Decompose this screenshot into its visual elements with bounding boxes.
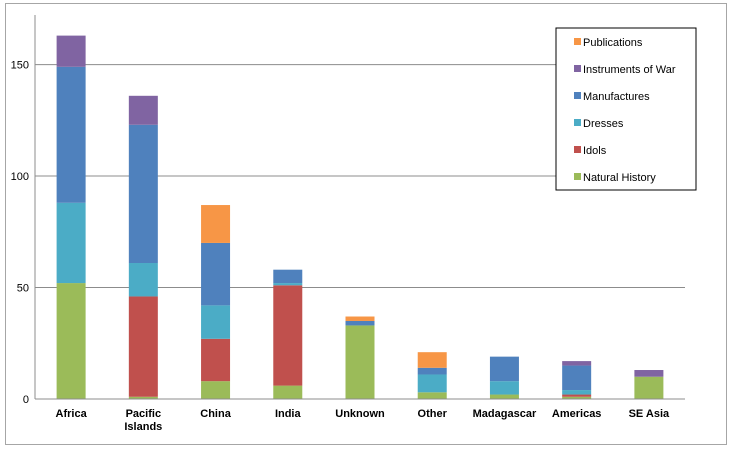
x-tick-label-line: Africa xyxy=(56,408,88,420)
bar-segment xyxy=(128,396,158,399)
x-tick-label-line: India xyxy=(275,408,302,420)
bar-segment xyxy=(345,316,375,321)
axes: 0 50 100 150 Africa Pacific Islands China India U… xyxy=(11,15,685,433)
bar-segment xyxy=(417,367,447,375)
legend-label: Natural History xyxy=(583,172,656,184)
legend-label: Manufactures xyxy=(583,91,650,103)
bar-segment xyxy=(201,305,231,339)
x-tick-label-line: SE Asia xyxy=(629,408,670,420)
bar-segment xyxy=(489,381,519,395)
bar-segment xyxy=(56,202,86,284)
legend-swatch xyxy=(574,119,581,126)
legend-label: Dresses xyxy=(583,118,624,130)
x-tick-label-line: Other xyxy=(418,408,448,420)
bar-segment xyxy=(201,381,231,399)
legend-swatch xyxy=(574,65,581,72)
x-tick-label-line: Pacific xyxy=(126,408,161,420)
bar-segment xyxy=(273,269,303,284)
legend-swatch xyxy=(574,38,581,45)
x-tick-label: Africa xyxy=(56,408,88,420)
bar-segment xyxy=(562,396,592,399)
x-tick-label-line: Madagascar xyxy=(473,408,537,420)
y-tick-label: 150 xyxy=(11,60,29,72)
bar-segment xyxy=(417,392,447,399)
bar-segment xyxy=(634,376,664,399)
bar-segment xyxy=(128,95,158,125)
bar-segment xyxy=(345,325,375,399)
legend-label: Idols xyxy=(583,145,607,157)
bar-segment xyxy=(56,283,86,399)
bar-segment xyxy=(562,394,592,397)
bar-segment xyxy=(417,352,447,368)
legend-swatch xyxy=(574,146,581,153)
legend-swatch xyxy=(574,173,581,180)
bar-segment xyxy=(128,296,158,397)
x-tick-label-line: Islands xyxy=(124,421,162,433)
bar-segment xyxy=(562,365,592,391)
bar-segment xyxy=(201,205,231,243)
legend-label: Publications xyxy=(583,37,643,49)
bar-segment xyxy=(489,356,519,382)
bar-segment xyxy=(128,124,158,264)
bar-segment xyxy=(417,374,447,393)
bar-segment xyxy=(273,285,303,386)
x-tick-label-line: China xyxy=(200,408,231,420)
y-tick-label: 0 xyxy=(23,394,29,406)
x-tick-label: Pacific Islands xyxy=(124,408,162,433)
legend-swatch xyxy=(574,92,581,99)
bar-segment xyxy=(489,394,519,399)
bar-segment xyxy=(56,66,86,203)
legend: Publications Instruments of War Manufactur… xyxy=(555,27,697,191)
x-tick-label: Unknown xyxy=(335,408,385,420)
legend-label: Instruments of War xyxy=(583,64,676,76)
x-tick-label: SE Asia xyxy=(629,408,670,420)
x-tick-label: India xyxy=(275,408,302,420)
bar-segment xyxy=(562,361,592,366)
y-tick-label: 50 xyxy=(17,283,29,295)
x-tick-label: China xyxy=(200,408,231,420)
x-tick-label-line: Americas xyxy=(552,408,602,420)
x-tick-label-line: Unknown xyxy=(335,408,385,420)
bar-segment xyxy=(345,320,375,326)
y-tick-label: 100 xyxy=(11,171,29,183)
bar-segment xyxy=(562,390,592,395)
bar-segment xyxy=(56,35,86,67)
x-tick-label: Other xyxy=(418,408,448,420)
bar-segment xyxy=(201,242,231,306)
bar-segment xyxy=(273,283,303,286)
bar-segment xyxy=(273,385,303,399)
x-tick-label: Americas xyxy=(552,408,602,420)
bars xyxy=(56,35,664,399)
bar-segment xyxy=(201,338,231,382)
bar-segment xyxy=(634,370,664,377)
x-tick-label: Madagascar xyxy=(473,408,537,420)
bar-segment xyxy=(128,263,158,297)
legend-box xyxy=(555,27,697,191)
